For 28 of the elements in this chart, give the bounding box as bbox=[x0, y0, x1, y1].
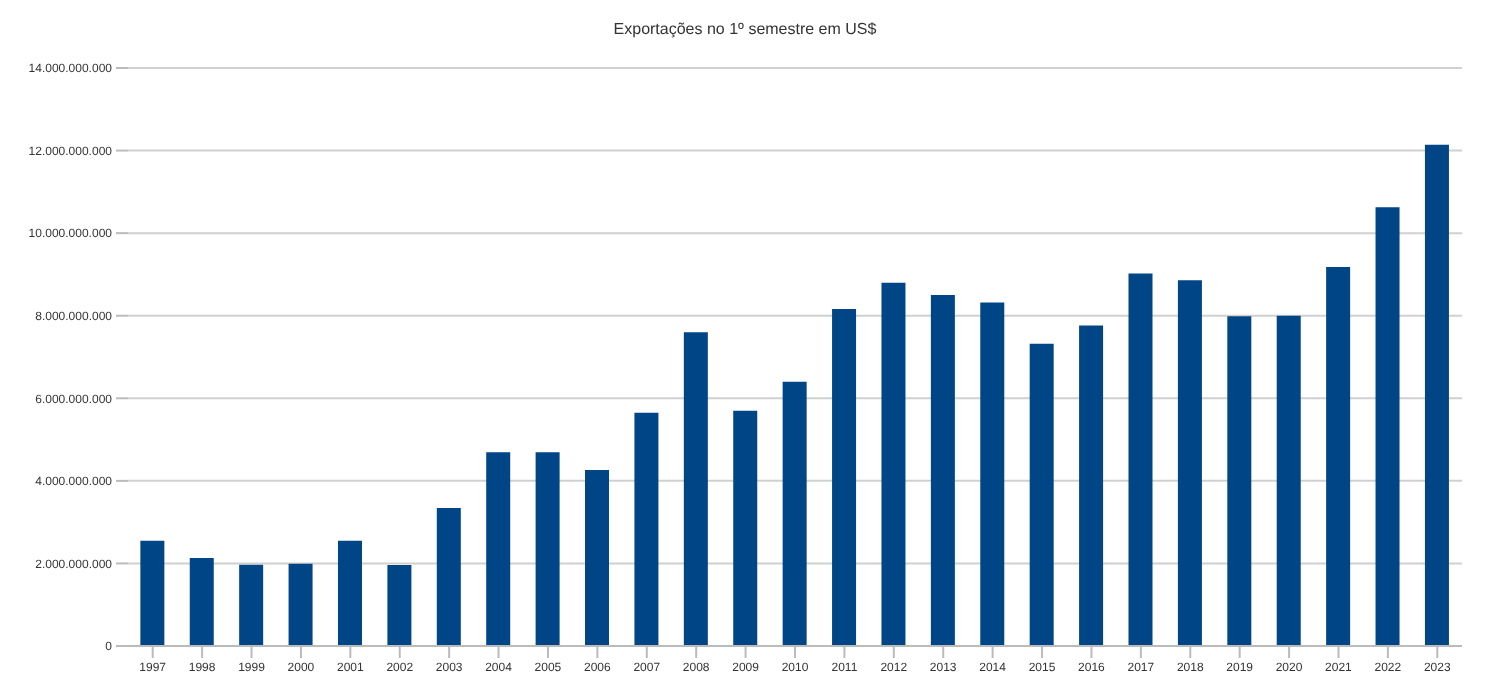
bar bbox=[1276, 315, 1301, 646]
bar bbox=[980, 302, 1005, 646]
bar bbox=[1326, 267, 1351, 646]
bar bbox=[832, 309, 857, 646]
bar bbox=[1128, 273, 1153, 646]
bar bbox=[634, 412, 659, 646]
bar bbox=[535, 452, 560, 646]
bar bbox=[930, 295, 955, 646]
bar bbox=[683, 332, 708, 646]
bar bbox=[1227, 316, 1252, 646]
bar bbox=[486, 452, 511, 646]
bar bbox=[881, 282, 906, 646]
bar bbox=[1177, 280, 1202, 646]
bar bbox=[1029, 343, 1054, 646]
bar bbox=[1424, 144, 1449, 646]
bar bbox=[733, 410, 758, 646]
chart-title: Exportações no 1º semestre em US$ bbox=[611, 18, 879, 42]
bar bbox=[239, 564, 264, 646]
bar bbox=[140, 540, 165, 646]
bar bbox=[387, 565, 412, 646]
bar bbox=[436, 508, 461, 646]
bar bbox=[337, 540, 362, 646]
bar bbox=[288, 563, 313, 646]
bar bbox=[782, 381, 807, 646]
bar bbox=[1079, 325, 1104, 646]
bar bbox=[1375, 207, 1400, 646]
bar bbox=[189, 558, 214, 646]
bar bbox=[585, 470, 610, 646]
